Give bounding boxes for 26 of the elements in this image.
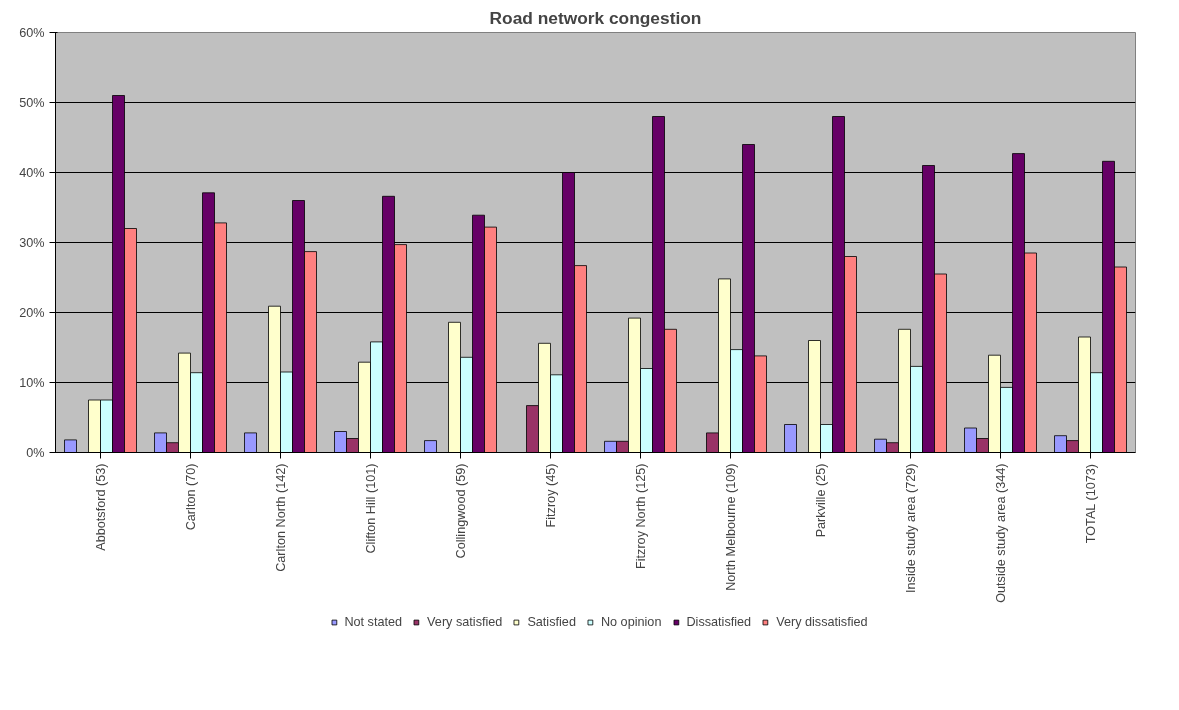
- x-tick-label: North Melbourne (109): [723, 463, 738, 591]
- legend-label: Very satisfied: [427, 615, 503, 629]
- y-tick-label: 10%: [19, 375, 45, 390]
- x-tick-label: Outside study area (344): [993, 463, 1008, 603]
- y-tick-label: 60%: [19, 25, 45, 40]
- y-tick-label: 50%: [19, 95, 45, 110]
- x-tick-label: Collingwood (59): [453, 463, 468, 559]
- legend-label: No opinion: [600, 615, 662, 629]
- x-tick-label: Parkville (25): [813, 463, 828, 538]
- legend-label: Not stated: [344, 615, 403, 629]
- x-tick-label: Inside study area (729): [903, 463, 918, 593]
- x-tick-label: TOTAL (1073): [1083, 463, 1098, 544]
- x-tick-label: Fitzroy North (125): [633, 463, 648, 569]
- y-tick-label: 30%: [19, 235, 45, 250]
- x-tick-label: Fitzroy (45): [543, 463, 558, 528]
- x-tick-label: Carlton (70): [183, 463, 198, 531]
- legend-label: Dissatisfied: [686, 615, 752, 629]
- chart-title: Road network congestion: [489, 7, 702, 28]
- legend-label: Satisfied: [527, 615, 576, 629]
- x-tick-label: Abbotsford (53): [93, 463, 108, 551]
- y-tick-label: 20%: [19, 305, 45, 320]
- x-tick-label: Clifton Hill (101): [363, 463, 378, 554]
- legend-label: Very dissatisfied: [776, 615, 868, 629]
- y-tick-label: 0%: [26, 445, 45, 460]
- y-tick-label: 40%: [19, 165, 45, 180]
- x-tick-label: Carlton North (142): [273, 463, 288, 572]
